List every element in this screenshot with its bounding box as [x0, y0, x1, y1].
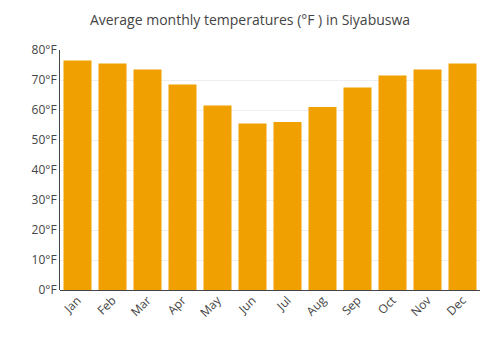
svg-text:Dec: Dec — [443, 292, 470, 319]
svg-text:0°F: 0°F — [38, 281, 56, 298]
svg-text:40°F: 40°F — [32, 161, 57, 178]
svg-text:20°F: 20°F — [32, 221, 57, 238]
svg-text:Jan: Jan — [60, 292, 85, 317]
svg-text:30°F: 30°F — [32, 191, 57, 208]
svg-text:10°F: 10°F — [32, 251, 57, 268]
svg-text:Jul: Jul — [272, 292, 294, 314]
svg-text:May: May — [196, 291, 225, 320]
svg-text:Oct: Oct — [374, 292, 400, 318]
svg-text:Feb: Feb — [93, 292, 119, 318]
svg-text:Mar: Mar — [127, 292, 155, 320]
svg-text:Jun: Jun — [234, 292, 259, 317]
svg-text:Nov: Nov — [407, 292, 435, 320]
svg-text:60°F: 60°F — [32, 101, 57, 118]
svg-text:Aug: Aug — [302, 292, 330, 320]
svg-text:70°F: 70°F — [32, 71, 57, 88]
svg-text:80°F: 80°F — [32, 41, 57, 58]
svg-text:50°F: 50°F — [32, 131, 57, 148]
svg-text:Sep: Sep — [338, 292, 365, 319]
svg-text:Apr: Apr — [164, 292, 190, 318]
svg-text:Average monthly temperatures (: Average monthly temperatures (°F ) in Si… — [90, 10, 410, 29]
